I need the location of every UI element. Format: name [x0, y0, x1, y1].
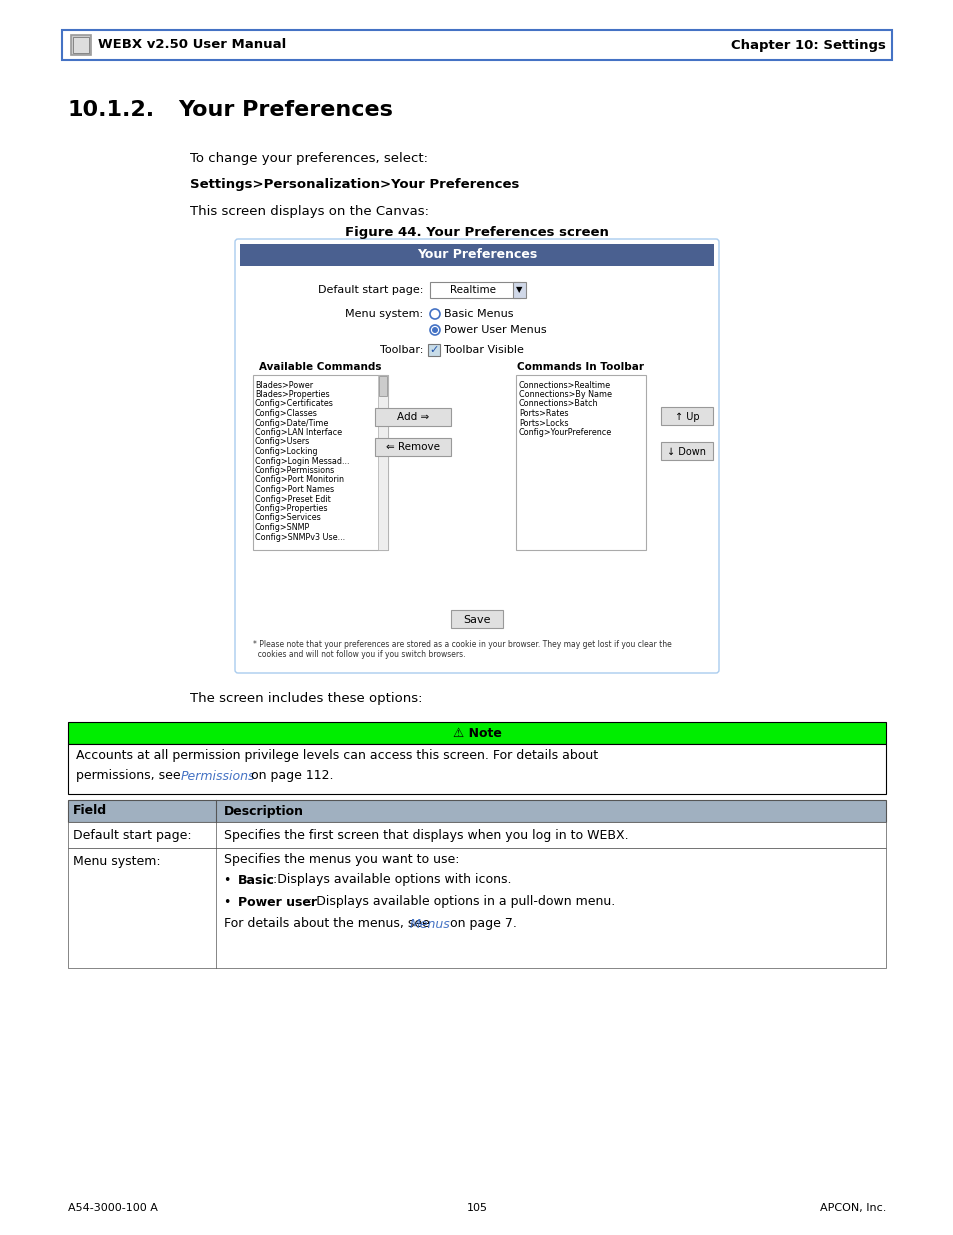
Text: Save: Save	[463, 615, 490, 625]
Text: Config>SNMP: Config>SNMP	[254, 522, 310, 532]
Text: :Displays available options with icons.: :Displays available options with icons.	[273, 873, 511, 887]
Bar	[253, 375, 388, 550]
Text: Field: Field	[73, 804, 107, 818]
Text: Connections>By Name: Connections>By Name	[518, 390, 612, 399]
Text: Config>Date/Time: Config>Date/Time	[254, 419, 329, 427]
Text: Description: Description	[224, 804, 304, 818]
Text: ↓ Down: ↓ Down	[667, 447, 706, 457]
Text: •: •	[224, 873, 235, 887]
Bar	[378, 375, 387, 396]
Bar	[68, 722, 885, 743]
Text: This screen displays on the Canvas:: This screen displays on the Canvas:	[190, 205, 429, 219]
Text: Power user: Power user	[237, 895, 316, 909]
Text: WEBX v2.50 User Manual: WEBX v2.50 User Manual	[98, 38, 286, 52]
Text: A54-3000-100 A: A54-3000-100 A	[68, 1203, 157, 1213]
Text: Your Preferences: Your Preferences	[178, 100, 393, 120]
Text: Toolbar Visible: Toolbar Visible	[443, 345, 523, 354]
Text: Figure 44. Your Preferences screen: Figure 44. Your Preferences screen	[345, 226, 608, 240]
Text: Blades>Properties: Blades>Properties	[254, 390, 330, 399]
Text: Connections>Realtime: Connections>Realtime	[518, 380, 611, 389]
Text: Config>Port Names: Config>Port Names	[254, 485, 334, 494]
Text: Default start page:: Default start page:	[317, 285, 422, 295]
Text: Config>Services: Config>Services	[254, 514, 321, 522]
Text: Specifies the menus you want to use:: Specifies the menus you want to use:	[224, 853, 459, 867]
Text: Config>Permissions: Config>Permissions	[254, 466, 335, 475]
Bar	[660, 408, 712, 425]
Text: permissions, see: permissions, see	[76, 769, 185, 783]
Bar	[430, 282, 519, 298]
Text: Config>Properties: Config>Properties	[254, 504, 328, 513]
Bar	[375, 438, 451, 456]
Text: Power User Menus: Power User Menus	[443, 325, 546, 335]
Bar	[62, 30, 891, 61]
Text: Menu system:: Menu system:	[73, 856, 160, 868]
Text: •: •	[224, 895, 235, 909]
Text: For details about the menus, see: For details about the menus, see	[224, 918, 434, 930]
Bar	[71, 35, 91, 56]
Text: Config>LAN Interface: Config>LAN Interface	[254, 429, 342, 437]
Text: Available Commands: Available Commands	[259, 362, 381, 372]
Text: 10.1.2.: 10.1.2.	[68, 100, 155, 120]
Text: APCON, Inc.: APCON, Inc.	[819, 1203, 885, 1213]
Text: Menu system:: Menu system:	[345, 309, 422, 319]
Text: Config>Users: Config>Users	[254, 437, 310, 447]
Text: Your Preferences: Your Preferences	[416, 248, 537, 262]
Text: Config>Certificates: Config>Certificates	[254, 399, 334, 409]
FancyBboxPatch shape	[234, 240, 719, 673]
Text: Toolbar:: Toolbar:	[379, 345, 422, 354]
Bar	[516, 375, 645, 550]
Text: Realtime: Realtime	[450, 285, 496, 295]
Text: To change your preferences, select:: To change your preferences, select:	[190, 152, 428, 165]
Text: ⚠ Note: ⚠ Note	[452, 726, 501, 740]
Text: ⇐ Remove: ⇐ Remove	[386, 442, 439, 452]
Text: Specifies the first screen that displays when you log in to WEBX.: Specifies the first screen that displays…	[224, 829, 628, 841]
Text: Menus: Menus	[410, 918, 450, 930]
Text: * Please note that your preferences are stored as a cookie in your browser. They: * Please note that your preferences are …	[253, 640, 671, 659]
Text: on page 7.: on page 7.	[446, 918, 517, 930]
Text: Default start page:: Default start page:	[73, 829, 192, 841]
Text: Chapter 10: Settings: Chapter 10: Settings	[730, 38, 885, 52]
Text: Ports>Rates: Ports>Rates	[518, 409, 568, 417]
Text: Config>Locking: Config>Locking	[254, 447, 318, 456]
Text: Config>Preset Edit: Config>Preset Edit	[254, 494, 331, 504]
Bar	[73, 37, 89, 53]
Text: Config>Login Messad...: Config>Login Messad...	[254, 457, 349, 466]
Bar	[68, 848, 885, 968]
Text: The screen includes these options:: The screen includes these options:	[190, 692, 422, 705]
Text: Settings>Personalization>Your Preferences: Settings>Personalization>Your Preference…	[190, 178, 518, 191]
Bar	[68, 743, 885, 794]
Text: Config>Classes: Config>Classes	[254, 409, 317, 417]
Bar	[240, 245, 713, 266]
Text: Connections>Batch: Connections>Batch	[518, 399, 598, 409]
Text: Accounts at all permission privilege levels can access this screen. For details : Accounts at all permission privilege lev…	[76, 750, 598, 762]
Text: Basic: Basic	[237, 873, 274, 887]
Bar	[68, 823, 885, 848]
Text: ▼: ▼	[516, 285, 521, 294]
Text: ↑ Up: ↑ Up	[674, 412, 699, 422]
Text: Basic Menus: Basic Menus	[443, 309, 513, 319]
Bar	[375, 408, 451, 426]
Text: ✓: ✓	[429, 345, 438, 354]
Text: Blades>Power: Blades>Power	[254, 380, 313, 389]
Text: Permissions: Permissions	[181, 769, 255, 783]
Text: Config>SNMPv3 Use...: Config>SNMPv3 Use...	[254, 532, 345, 541]
Text: Ports>Locks: Ports>Locks	[518, 419, 568, 427]
Text: Commands In Toolbar: Commands In Toolbar	[517, 362, 644, 372]
Bar	[513, 282, 525, 298]
Bar	[451, 610, 502, 629]
Text: Config>YourPreference: Config>YourPreference	[518, 429, 612, 437]
Bar	[660, 442, 712, 459]
Bar	[428, 345, 439, 356]
Text: Config>Port Monitorin: Config>Port Monitorin	[254, 475, 344, 484]
Bar	[377, 375, 388, 550]
Text: Add ⇒: Add ⇒	[396, 412, 429, 422]
Text: 105: 105	[466, 1203, 487, 1213]
Text: : Displays available options in a pull-down menu.: : Displays available options in a pull-d…	[308, 895, 615, 909]
Text: on page 112.: on page 112.	[247, 769, 334, 783]
Bar	[68, 800, 885, 823]
Circle shape	[432, 327, 437, 333]
